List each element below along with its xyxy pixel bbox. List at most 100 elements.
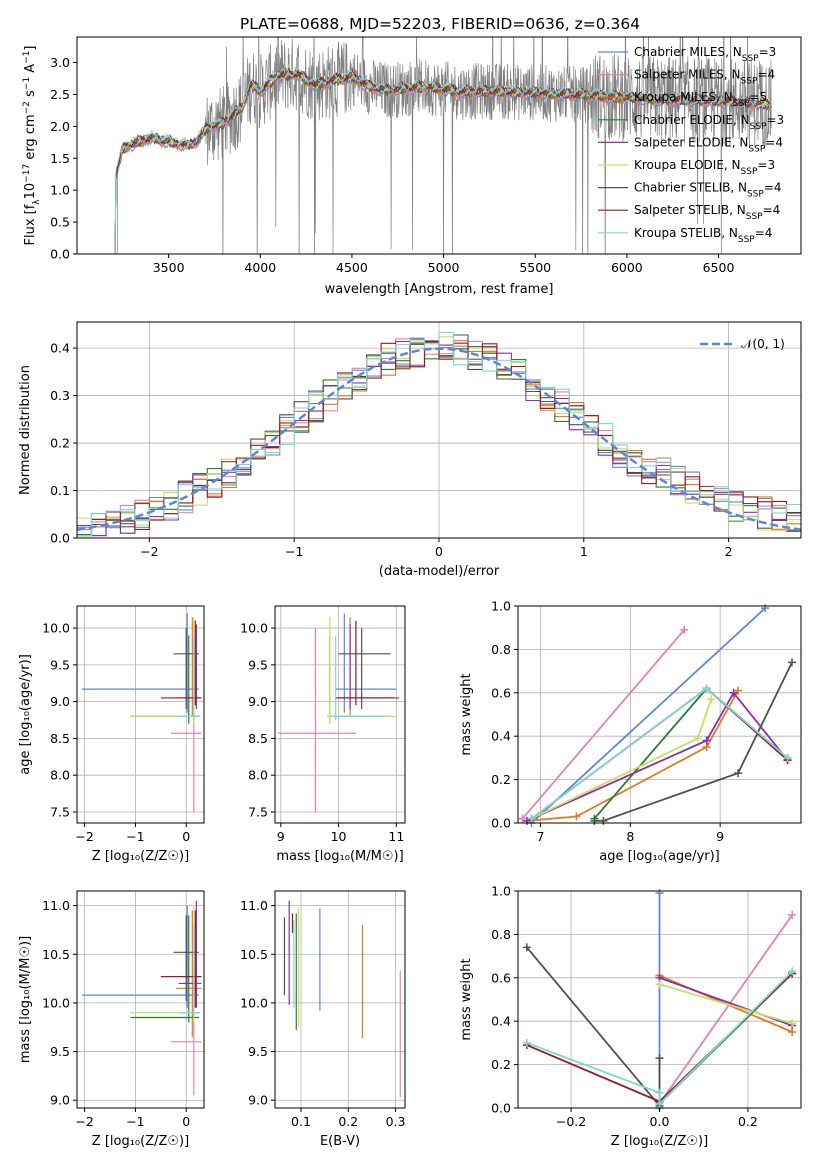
- normal-curve: [77, 347, 801, 531]
- axes-frame: [517, 605, 802, 824]
- y-tick-label: 0.1: [50, 483, 70, 498]
- y-axis-label: Normed distribution: [18, 365, 33, 495]
- panel-mass_vs_ebv: 0.1 0.2 0.3 9.0 9.5 10.0 10.5 11.0 E(B-V): [240, 890, 406, 1149]
- y-tick-label: 1.5: [50, 151, 70, 166]
- point-marker-salpeter_miles: [518, 814, 527, 823]
- legend-entry-kroupa_miles: Kroupa MILES, NSSP=5: [634, 90, 767, 109]
- point-marker-kroupa_stelib: [522, 1038, 531, 1047]
- x-tick-label: 0: [182, 1114, 190, 1129]
- point-marker-kroupa_miles: [734, 686, 743, 695]
- y-tick-label: 0.6: [491, 685, 511, 700]
- x-tick-label: 2: [725, 544, 733, 559]
- y-tick-label: 10.5: [240, 947, 268, 962]
- point-marker-kroupa_elodie: [655, 980, 664, 989]
- y-tick-label: 0.8: [491, 642, 511, 657]
- y-tick-label: 0.0: [50, 531, 70, 546]
- y-tick-label: 9.0: [248, 1093, 268, 1108]
- y-tick-label: 0.8: [491, 927, 511, 942]
- y-tick-label: 11.0: [42, 898, 70, 913]
- y-tick-label: 0.0: [491, 1101, 511, 1116]
- point-marker-kroupa_miles: [572, 812, 581, 821]
- x-tick-label: 6500: [703, 260, 735, 275]
- axes-frame: [76, 890, 205, 1109]
- panel-weight_vs_age: 7 8 9 0.0 0.2 0.4 0.6 0.8 1.0 age [log₁₀(age/yr)]…: [459, 599, 802, 864]
- legend-entry-kroupa_stelib: Kroupa STELIB, NSSP=4: [634, 226, 772, 245]
- y-tick-label: 8.5: [248, 731, 268, 746]
- panel-spectrum: 3500 4000 4500 5000 5500 6000 6500 0.0 0.5 1.0 1.5…: [22, 36, 802, 297]
- x-tick-label: 4500: [336, 260, 368, 275]
- x-axis-label: Z [log₁₀(Z/Z☉)]: [92, 849, 189, 864]
- x-tick-label: 8: [626, 829, 634, 844]
- series-chabrier_elodie: [593, 687, 789, 820]
- x-tick-label: −2: [75, 1114, 93, 1129]
- series-salpeter_miles: [521, 629, 685, 820]
- y-tick-label: 0.2: [491, 772, 511, 787]
- x-tick-label: −1: [126, 1114, 144, 1129]
- point-marker-kroupa_stelib: [655, 1088, 664, 1097]
- series-salpeter_miles: [658, 914, 793, 1105]
- x-tick-label: 1: [580, 544, 588, 559]
- legend-entry-salpeter_miles: Salpeter MILES, NSSP=4: [634, 68, 775, 87]
- legend-entry-salpeter_elodie: Salpeter ELODIE, NSSP=4: [634, 135, 783, 154]
- x-axis-label: E(B-V): [320, 1134, 360, 1149]
- y-tick-label: 3.0: [50, 55, 70, 70]
- histogram-plot-area: [77, 331, 801, 537]
- x-tick-label: −0.2: [556, 1114, 586, 1129]
- x-tick-label: 0.2: [738, 1114, 758, 1129]
- histogram-kroupa_stelib: [77, 331, 801, 537]
- y-tick-label: 9.0: [50, 694, 70, 709]
- y-tick-label: 0.4: [491, 1014, 511, 1029]
- age_vs_mass-plot-area: [277, 613, 400, 812]
- y-tick-label: 0.4: [491, 729, 511, 744]
- x-tick-label: 0.1: [291, 1114, 311, 1129]
- y-tick-label: 2.5: [50, 87, 70, 102]
- point-marker-kroupa_stelib: [702, 684, 711, 693]
- legend-entry-chabrier_stelib: Chabrier STELIB, NSSP=4: [634, 181, 782, 200]
- point-marker-chabrier_stelib: [522, 943, 531, 952]
- axes-frame: [76, 36, 802, 255]
- x-axis-label: age [log₁₀(age/yr)]: [599, 849, 720, 864]
- x-tick-label: 4000: [244, 260, 276, 275]
- point-marker-salpeter_elodie: [702, 736, 711, 745]
- y-axis-label: mass weight: [459, 673, 474, 755]
- y-tick-label: 9.5: [50, 1044, 70, 1059]
- y-tick-label: 8.5: [50, 731, 70, 746]
- y-tick-label: 0.0: [50, 247, 70, 262]
- x-tick-label: 7: [536, 829, 544, 844]
- mass_vs_Z-plot-area: [82, 900, 202, 1096]
- x-tick-label: 0.3: [386, 1114, 406, 1129]
- panel-mass_vs_Z: −2 −1 0 9.0 9.5 10.0 10.5 11.0 Z [log₁₀(Z/Z☉)] ma…: [18, 890, 205, 1149]
- x-tick-label: 0.0: [650, 1114, 670, 1129]
- axes-frame: [274, 605, 406, 824]
- point-marker-chabrier_miles: [655, 889, 664, 898]
- y-tick-label: 10.0: [42, 621, 70, 636]
- point-marker-chabrier_stelib: [734, 769, 743, 778]
- y-axis-label: age [log₁₀(age/yr)]: [18, 654, 33, 775]
- y-tick-label: 10.5: [42, 947, 70, 962]
- series-kroupa_elodie: [659, 983, 793, 1025]
- x-tick-label: 9: [716, 829, 724, 844]
- weight_vs_age-plot-area: [518, 604, 797, 827]
- y-tick-label: 7.5: [248, 804, 268, 819]
- y-tick-label: 1.0: [491, 884, 511, 899]
- legend-entry-chabrier_elodie: Chabrier ELODIE, NSSP=3: [634, 113, 784, 132]
- series-chabrier_stelib: [594, 662, 793, 822]
- weight_vs_Z-plot-area: [522, 889, 797, 1112]
- panel-age_vs_mass: 9 10 11 7.5 8.0 8.5 9.0 9.5 10.0 mass [log₁₀(M/M☉…: [240, 605, 406, 864]
- point-marker-kroupa_stelib: [655, 1099, 664, 1108]
- legend-entry-salpeter_stelib: Salpeter STELIB, NSSP=4: [634, 203, 780, 222]
- legend-entry-chabrier_miles: Chabrier MILES, NSSP=3: [634, 45, 776, 64]
- figure-title: PLATE=0688, MJD=52203, FIBERID=0636, z=0…: [240, 15, 640, 33]
- series-chabrier_miles: [530, 607, 766, 824]
- y-tick-label: 0.0: [491, 816, 511, 831]
- x-tick-label: 5500: [519, 260, 551, 275]
- point-marker-kroupa_stelib: [527, 814, 536, 823]
- panel-weight_vs_Z: −0.2 0.0 0.2 0.0 0.2 0.4 0.6 0.8 1.0 Z [log₁₀(Z/Z…: [459, 884, 802, 1149]
- x-tick-label: 11: [388, 829, 404, 844]
- y-tick-label: 1.0: [50, 183, 70, 198]
- point-marker-salpeter_miles: [680, 625, 689, 634]
- y-tick-label: 0.5: [50, 215, 70, 230]
- legend-entry-kroupa_elodie: Kroupa ELODIE, NSSP=3: [634, 158, 775, 177]
- y-tick-label: 9.0: [248, 694, 268, 709]
